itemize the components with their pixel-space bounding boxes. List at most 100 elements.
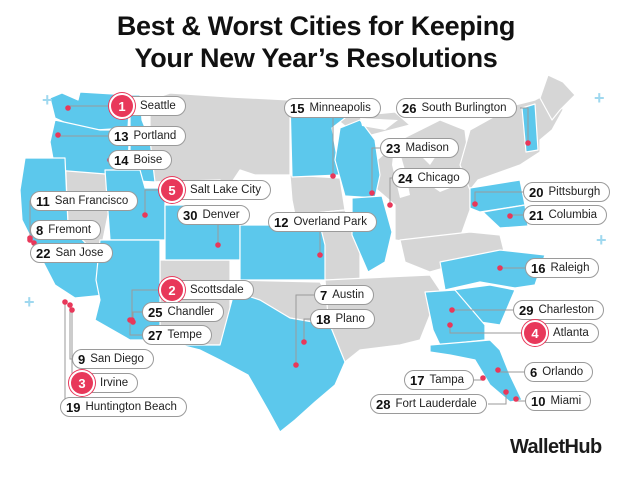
city-marker-atlanta [447,322,453,328]
leader-line-plano [303,318,310,342]
title-line-2: Your New Year’s Resolutions [134,43,498,73]
city-rank: 10 [531,393,546,409]
city-label-overland-park: 12 Overland Park [268,212,377,232]
city-name: Tampa [429,374,464,386]
city-marker-orlando [495,367,501,373]
city-label-chicago: 24 Chicago [392,168,470,188]
city-label-tampa: 17 Tampa [404,370,474,390]
city-label-minneapolis: 15 Minneapolis [284,98,381,118]
city-label-huntington-beach: 19 Huntington Beach [60,397,187,417]
city-marker-pittsburgh [472,201,478,207]
city-marker-denver [215,242,221,248]
city-marker-raleigh [497,265,503,271]
city-rank: 1 [109,93,135,119]
city-rank: 23 [386,140,401,156]
northeast-region [459,91,564,191]
city-label-scottsdale: 2 Scottsdale [159,277,254,303]
city-label-chandler: 25 Chandler [142,302,225,322]
city-rank: 2 [159,277,185,303]
city-name: Madison [405,142,449,154]
city-marker-madison [369,190,375,196]
city-rank: 24 [398,170,413,186]
leader-line-south-burlington [520,107,529,143]
iowa-region [289,174,346,216]
city-marker-chicago [387,202,393,208]
city-rank: 8 [36,222,44,238]
city-label-columbia: 21 Columbia [523,205,608,225]
city-marker-portland [55,132,61,138]
title-line-1: Best & Worst Cities for Keeping [116,11,516,41]
city-name: Orlando [542,366,584,378]
maryland-state [482,204,529,229]
florida-state [429,339,523,403]
city-name: Atlanta [553,327,589,339]
leader-line-chicago [389,177,392,205]
city-rank: 26 [402,100,417,116]
city-rank: 28 [376,396,391,412]
leader-line-tempe [129,320,142,336]
city-name: San Jose [55,247,104,259]
city-name: Fremont [48,224,92,236]
city-name: Portland [133,130,177,142]
city-label-tempe: 27 Tempe [142,325,212,345]
vermont-state [521,103,539,153]
city-rank: 21 [529,207,544,223]
kansas-state [239,224,326,281]
city-label-orlando: 6 Orlando [524,362,594,382]
city-rank: 13 [114,128,129,144]
city-rank: 20 [529,184,544,200]
city-rank: 30 [183,207,198,223]
city-label-raleigh: 16 Raleigh [525,258,600,278]
city-label-boise: 14 Boise [108,150,173,170]
city-rank: 6 [530,364,538,380]
city-rank: 12 [274,214,289,230]
map-title: Best & Worst Cities for Keeping Your New… [0,10,632,74]
north-carolina-state [439,249,546,291]
leader-line-scottsdale [131,289,162,320]
city-rank: 4 [522,320,548,346]
city-label-fort-lauderdale: 28 Fort Lauderdale [370,394,487,414]
city-label-irvine: 3 Irvine [69,370,139,396]
city-name: Denver [202,209,240,221]
leader-line-madison [371,147,380,193]
city-label-pittsburgh: 20 Pittsburgh [523,182,611,202]
city-name: Columbia [548,209,598,221]
city-label-denver: 30 Denver [177,205,250,225]
city-marker-charleston [449,307,455,313]
city-name: Overland Park [293,216,367,228]
leader-line-salt-lake-city [144,189,162,215]
city-marker-overland-park [317,252,323,258]
city-rank: 14 [114,152,129,168]
city-rank: 7 [320,287,328,303]
city-label-austin: 7 Austin [314,285,375,305]
city-marker-south-burlington [525,140,531,146]
city-rank: 29 [519,302,534,318]
leader-line-austin [295,294,314,365]
city-name: Raleigh [550,262,590,274]
city-rank: 5 [159,177,185,203]
city-rank: 16 [531,260,546,276]
city-name: Tempe [167,329,202,341]
city-name: Irvine [100,377,129,389]
sparkle-decoration: + [596,230,607,250]
city-name: Fort Lauderdale [395,398,477,410]
city-name: San Diego [90,353,144,365]
city-rank: 22 [36,245,51,261]
city-marker-austin [293,362,299,368]
city-name: Minneapolis [309,102,371,114]
leader-line-pittsburgh [474,191,523,204]
city-rank: 11 [36,193,50,209]
city-label-plano: 18 Plano [310,309,375,329]
city-name: Charleston [538,304,595,316]
leader-line-san-diego [69,305,72,360]
city-marker-plano [301,339,307,345]
city-label-seattle: 1 Seattle [109,93,186,119]
sparkle-decoration: + [594,88,605,108]
city-marker-minneapolis [330,173,336,179]
city-label-portland: 13 Portland [108,126,187,146]
city-name: Salt Lake City [190,184,261,196]
city-rank: 15 [290,100,305,116]
city-label-salt-lake-city: 5 Salt Lake City [159,177,271,203]
city-name: Huntington Beach [85,401,177,413]
city-marker-tempe [127,317,133,323]
